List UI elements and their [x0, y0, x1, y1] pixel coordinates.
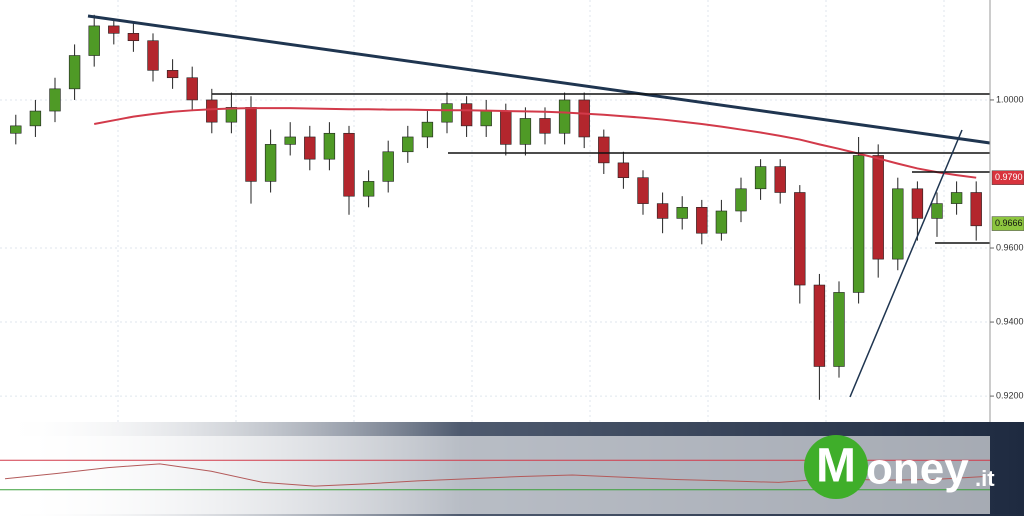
y-tick-label: 0.9400 — [996, 316, 1024, 326]
candle-body — [794, 192, 806, 286]
candle-body — [813, 284, 826, 367]
logo-suffix: .it — [975, 466, 995, 491]
candle-body — [225, 107, 238, 123]
price-tag — [991, 170, 1024, 185]
candle-body — [284, 136, 296, 145]
price-tag-label: 0.9666 — [995, 218, 1023, 228]
price-tag — [991, 216, 1024, 231]
candle-body — [656, 203, 669, 219]
candle-body — [480, 110, 492, 127]
candle-body — [833, 292, 845, 367]
candle-body — [950, 192, 963, 204]
candle-body — [108, 25, 120, 34]
trend-lines — [87, 14, 991, 398]
candle-body — [598, 136, 610, 164]
candle-body — [676, 206, 688, 219]
candle-body — [127, 33, 140, 42]
y-axis: 0.9200 0.9400 0.9600 1.0000 0.9790 0.9666 — [990, 94, 1024, 400]
candle-body — [735, 188, 747, 212]
trend-line — [87, 14, 991, 145]
candle-body — [500, 110, 512, 145]
plot — [10, 14, 982, 400]
trend-line — [849, 129, 963, 398]
candle-body — [696, 206, 708, 234]
candle-body — [441, 103, 453, 123]
y-tick-label: 1.0000 — [996, 94, 1024, 104]
candle-body — [147, 40, 159, 71]
candle-body — [852, 155, 865, 293]
moving-average — [94, 107, 977, 179]
y-tick-label: 0.9200 — [996, 390, 1024, 400]
candle-body — [206, 99, 218, 123]
candle-body — [637, 177, 649, 204]
candle-body — [88, 25, 100, 56]
candle-body — [245, 107, 257, 182]
candle-body — [558, 99, 571, 134]
price-tag-label: 0.9790 — [995, 172, 1023, 182]
candle-body — [10, 125, 22, 134]
y-tick-label: 0.9600 — [996, 242, 1024, 252]
candle-body — [421, 121, 434, 138]
candle-body — [539, 118, 551, 134]
candle-body — [970, 192, 982, 227]
candle-body — [304, 136, 316, 160]
candle-body — [49, 88, 61, 112]
watermark: M oney .it — [804, 435, 995, 499]
candle-body — [754, 166, 767, 190]
candle-body — [323, 132, 336, 160]
candle-body — [362, 181, 375, 197]
candle-body — [264, 144, 277, 182]
candle-body — [911, 188, 924, 219]
candle-body — [892, 188, 904, 260]
candle-body — [166, 70, 179, 79]
candle-body — [774, 166, 786, 193]
logo-text: oney — [866, 445, 969, 494]
candle-body — [617, 162, 630, 178]
candle-body — [186, 77, 198, 101]
logo-circle — [804, 435, 868, 499]
candle-body — [931, 203, 943, 219]
candle-body — [68, 55, 81, 90]
logo-letter: M — [816, 440, 856, 493]
candle-body — [715, 210, 728, 234]
candle-body — [343, 132, 355, 197]
candle-body — [382, 151, 394, 182]
candle-body — [872, 155, 884, 260]
candle-body — [460, 103, 473, 127]
candle-body — [578, 99, 590, 138]
candle-body — [402, 136, 414, 153]
candle-body — [519, 118, 532, 145]
candle-body — [29, 110, 42, 127]
